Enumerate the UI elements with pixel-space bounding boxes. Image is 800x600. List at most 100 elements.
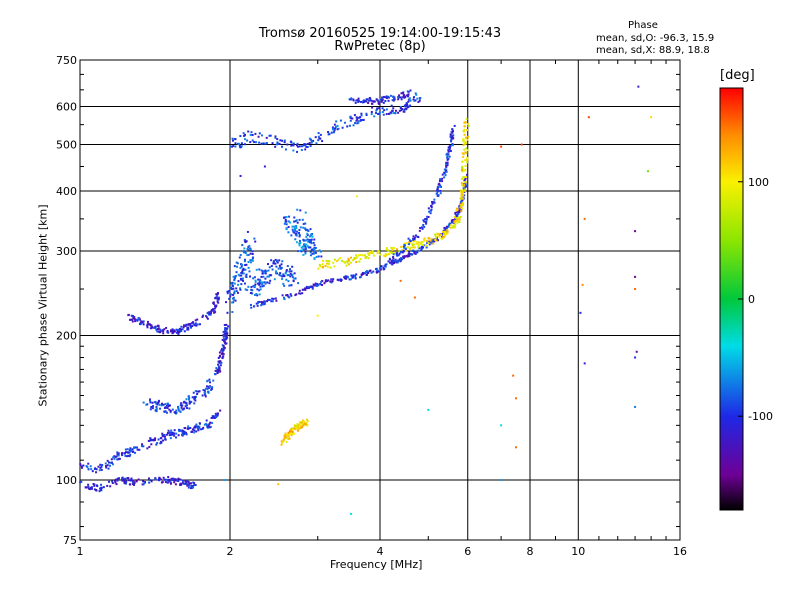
echo-dot: [141, 443, 144, 446]
echo-dot: [243, 282, 246, 285]
echo-dot: [287, 437, 290, 440]
colorbar-tick-label: -100: [748, 410, 773, 423]
echo-dot: [271, 297, 274, 300]
echo-dot: [205, 385, 208, 388]
echo-dot: [420, 246, 423, 249]
echo-dot: [464, 181, 467, 184]
echo-dot: [154, 477, 157, 480]
echo-dot: [161, 432, 164, 435]
echo-dot: [240, 283, 243, 286]
echo-dot: [216, 372, 219, 375]
echo-dot: [108, 464, 111, 467]
echo-dot: [89, 465, 92, 468]
echo-dot: [150, 480, 153, 483]
echo-dot: [240, 142, 243, 145]
x-tick-label: 6: [464, 545, 471, 558]
echo-dot: [413, 252, 416, 255]
echo-dot: [128, 449, 131, 452]
echo-dot: [116, 479, 119, 482]
echo-dot: [351, 259, 354, 262]
echo-dot: [130, 449, 133, 452]
echo-dot: [212, 415, 215, 418]
echo-dot: [287, 226, 290, 229]
echo-dot: [381, 107, 384, 110]
echo-dot: [332, 278, 335, 281]
echo-dot: [385, 113, 388, 116]
echo-dot: [162, 403, 165, 406]
echo-dot: [291, 428, 294, 431]
echo-dot: [349, 261, 352, 264]
echo-dot: [354, 274, 357, 277]
echo-dot: [415, 242, 418, 245]
echo-dot: [321, 263, 324, 266]
echo-dot: [224, 342, 227, 345]
echo-dot: [387, 260, 390, 263]
echo-dot: [219, 364, 222, 367]
echo-dot: [124, 477, 127, 480]
echo-dot: [221, 338, 224, 341]
echo-dot: [239, 267, 242, 270]
echo-dot: [378, 112, 381, 115]
echo-dot: [320, 255, 323, 258]
echo-dot: [188, 484, 191, 487]
echo-dot: [408, 241, 411, 244]
echo-dot: [194, 425, 197, 428]
echo-dot: [106, 459, 109, 462]
echo-dot: [150, 406, 153, 409]
echo-dot: [436, 188, 439, 191]
echo-dot: [215, 416, 218, 419]
echo-dot: [401, 249, 404, 252]
echo-dot: [430, 208, 433, 211]
echo-dot: [233, 265, 236, 268]
echo-dot: [372, 100, 375, 103]
echo-dot: [87, 468, 90, 471]
echo-dot: [226, 333, 229, 336]
echo-dot: [413, 238, 416, 241]
echo-dot: [267, 263, 270, 266]
echo-dot: [250, 286, 253, 289]
echo-dot: [427, 207, 430, 210]
echo-dot: [452, 226, 455, 229]
echo-dot: [449, 144, 452, 147]
echo-dot: [450, 219, 453, 222]
echo-dot: [189, 487, 192, 490]
echo-dot: [337, 279, 340, 282]
echo-dot: [183, 330, 186, 333]
echo-dot: [295, 232, 298, 235]
echo-dot: [400, 109, 403, 112]
echo-dot: [365, 112, 368, 115]
echo-dot: [154, 327, 157, 330]
echo-dot: [583, 217, 586, 220]
echo-dot: [194, 395, 197, 398]
echo-dot: [305, 243, 308, 246]
echo-dot: [296, 429, 299, 432]
echo-dot: [215, 295, 218, 298]
echo-dot: [343, 121, 346, 124]
echo-dot: [264, 269, 267, 272]
echo-dot: [219, 360, 222, 363]
echo-dot: [375, 112, 378, 115]
echo-dot: [110, 458, 113, 461]
echo-dot: [413, 246, 416, 249]
echo-dot: [450, 224, 453, 227]
echo-dot: [394, 260, 397, 263]
echo-dot: [443, 230, 446, 233]
echo-dot: [443, 171, 446, 174]
echo-dot: [90, 468, 93, 471]
echo-dot: [131, 320, 134, 323]
echo-dot: [465, 117, 468, 120]
echo-dot: [296, 150, 299, 153]
echo-dot: [258, 293, 261, 296]
echo-dot: [313, 257, 316, 260]
echo-dot: [186, 480, 189, 483]
echo-dot: [210, 388, 213, 391]
echo-dot: [198, 323, 201, 326]
echo-dot: [169, 437, 172, 440]
echo-dot: [125, 455, 128, 458]
echo-dot: [352, 98, 355, 101]
echo-dot: [429, 212, 432, 215]
echo-dot: [357, 254, 360, 257]
echo-dot: [175, 478, 178, 481]
echo-dot: [373, 254, 376, 257]
echo-dot: [422, 219, 425, 222]
